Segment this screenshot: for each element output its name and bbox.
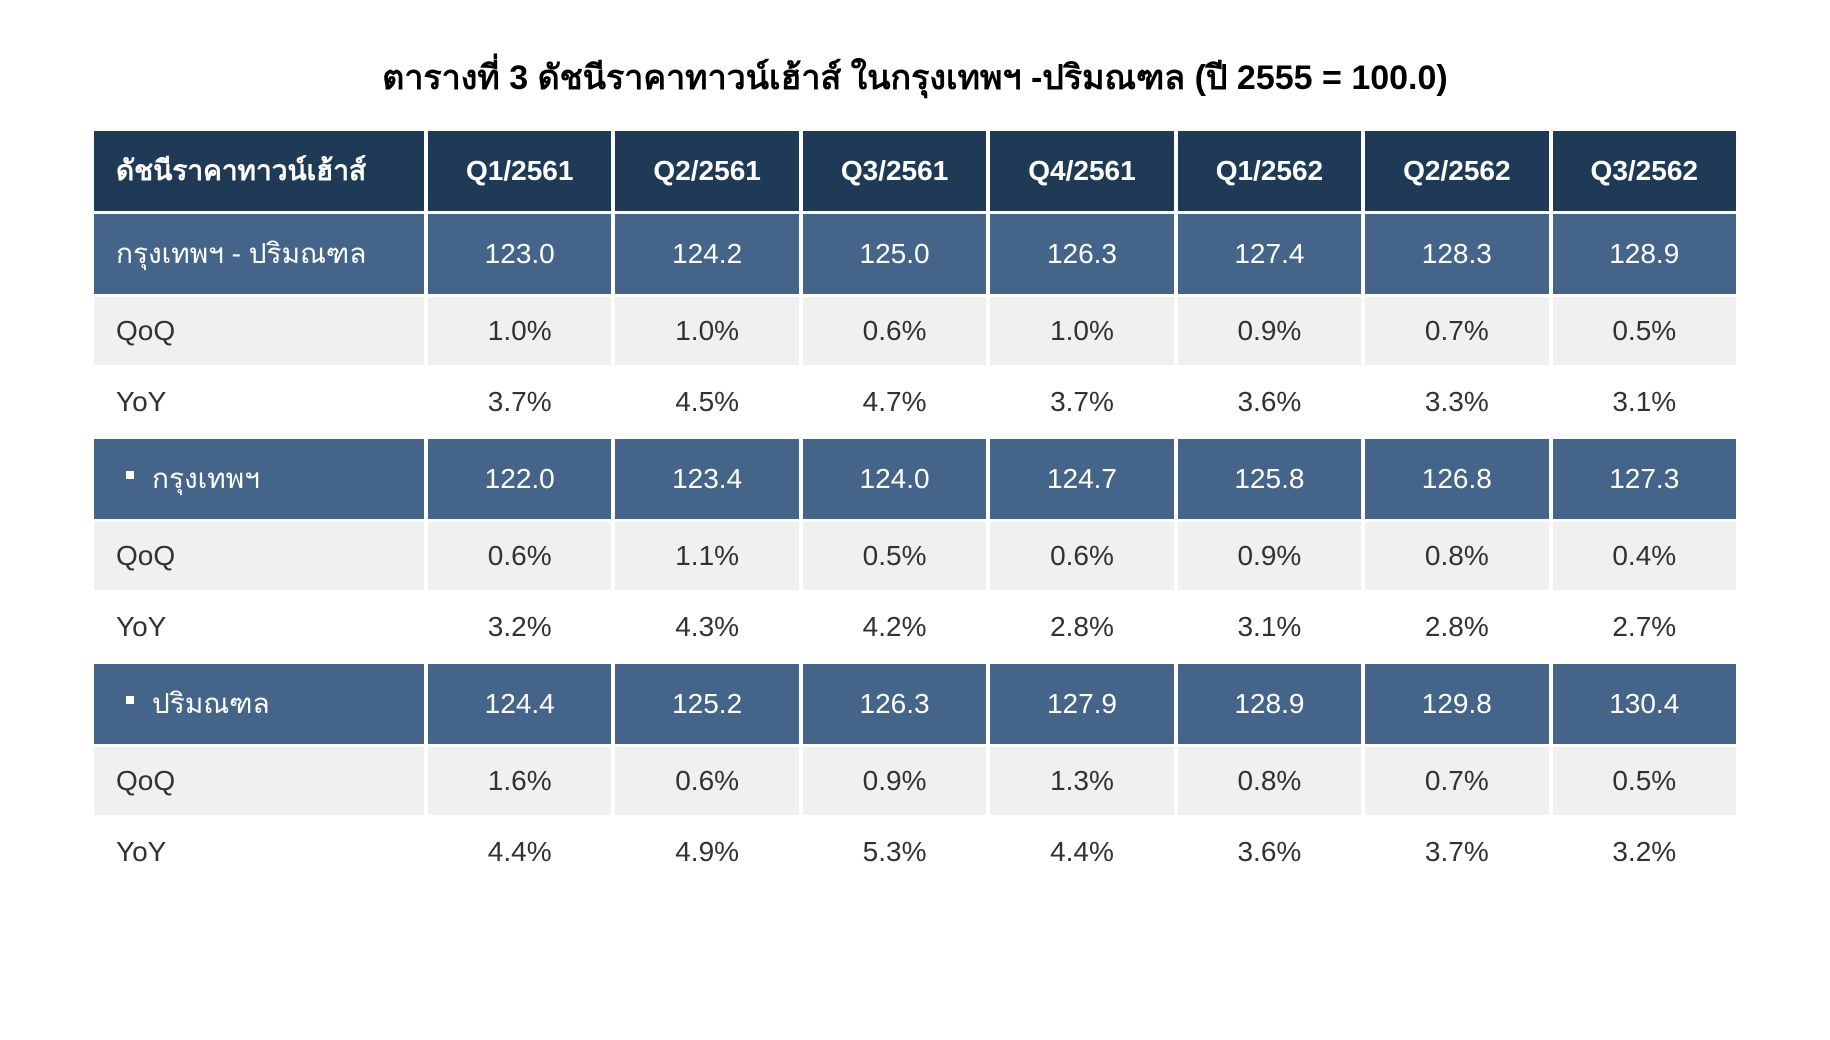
cell-value: 0.8% <box>1178 747 1361 815</box>
cell-value: 0.5% <box>803 522 986 590</box>
cell-value: 0.6% <box>428 522 611 590</box>
col-header: Q2/2561 <box>615 131 798 211</box>
col-header: Q2/2562 <box>1365 131 1548 211</box>
yoy-row: YoY3.2%4.3%4.2%2.8%3.1%2.8%2.7% <box>94 593 1736 661</box>
table-body: กรุงเทพฯ - ปริมณฑล123.0124.2125.0126.312… <box>94 214 1736 886</box>
section-value: 126.3 <box>990 214 1173 294</box>
cell-value: 1.1% <box>615 522 798 590</box>
cell-value: 4.4% <box>990 818 1173 886</box>
col-header: Q1/2562 <box>1178 131 1361 211</box>
section-value: 126.8 <box>1365 439 1548 519</box>
section-value: 124.7 <box>990 439 1173 519</box>
section-value: 125.0 <box>803 214 986 294</box>
cell-value: 0.8% <box>1365 522 1548 590</box>
cell-value: 0.4% <box>1553 522 1736 590</box>
section-value: 124.4 <box>428 664 611 744</box>
col-header: Q3/2562 <box>1553 131 1736 211</box>
cell-value: 3.2% <box>1553 818 1736 886</box>
yoy-row: YoY4.4%4.9%5.3%4.4%3.6%3.7%3.2% <box>94 818 1736 886</box>
cell-value: 4.2% <box>803 593 986 661</box>
row-label: QoQ <box>94 522 424 590</box>
cell-value: 3.1% <box>1553 368 1736 436</box>
cell-value: 2.7% <box>1553 593 1736 661</box>
cell-value: 5.3% <box>803 818 986 886</box>
section-value: 127.4 <box>1178 214 1361 294</box>
section-value: 128.9 <box>1553 214 1736 294</box>
section-label: ปริมณฑล <box>94 664 424 744</box>
section-value: 130.4 <box>1553 664 1736 744</box>
cell-value: 0.7% <box>1365 747 1548 815</box>
page-title: ตารางที่ 3 ดัชนีราคาทาวน์เฮ้าส์ ในกรุงเท… <box>90 50 1740 104</box>
cell-value: 0.6% <box>990 522 1173 590</box>
cell-value: 0.6% <box>803 297 986 365</box>
row-label: QoQ <box>94 297 424 365</box>
section-label-text: กรุงเทพฯ - ปริมณฑล <box>116 232 366 276</box>
section-label-text: กรุงเทพฯ <box>152 457 260 501</box>
section-value: 125.8 <box>1178 439 1361 519</box>
cell-value: 2.8% <box>1365 593 1548 661</box>
section-value: 122.0 <box>428 439 611 519</box>
col-header-label: ดัชนีราคาทาวน์เฮ้าส์ <box>94 131 424 211</box>
price-index-table: ดัชนีราคาทาวน์เฮ้าส์ Q1/2561 Q2/2561 Q3/… <box>90 128 1740 889</box>
section-row: ปริมณฑล 124.4125.2126.3127.9128.9129.8130… <box>94 664 1736 744</box>
cell-value: 3.6% <box>1178 368 1361 436</box>
yoy-row: YoY3.7%4.5%4.7%3.7%3.6%3.3%3.1% <box>94 368 1736 436</box>
section-label: กรุงเทพฯ - ปริมณฑล <box>94 214 424 294</box>
col-header: Q4/2561 <box>990 131 1173 211</box>
cell-value: 0.9% <box>803 747 986 815</box>
section-value: 129.8 <box>1365 664 1548 744</box>
cell-value: 0.6% <box>615 747 798 815</box>
section-value: 128.3 <box>1365 214 1548 294</box>
section-value: 124.2 <box>615 214 798 294</box>
section-label: กรุงเทพฯ <box>94 439 424 519</box>
table-header-row: ดัชนีราคาทาวน์เฮ้าส์ Q1/2561 Q2/2561 Q3/… <box>94 131 1736 211</box>
qoq-row: QoQ1.6%0.6%0.9%1.3%0.8%0.7%0.5% <box>94 747 1736 815</box>
cell-value: 1.0% <box>428 297 611 365</box>
cell-value: 3.2% <box>428 593 611 661</box>
section-row: กรุงเทพฯ 122.0123.4124.0124.7125.8126.812… <box>94 439 1736 519</box>
section-value: 127.9 <box>990 664 1173 744</box>
section-row: กรุงเทพฯ - ปริมณฑล123.0124.2125.0126.312… <box>94 214 1736 294</box>
cell-value: 0.5% <box>1553 747 1736 815</box>
row-label: YoY <box>94 368 424 436</box>
section-value: 124.0 <box>803 439 986 519</box>
cell-value: 4.9% <box>615 818 798 886</box>
bullet-icon <box>126 471 134 479</box>
section-value: 123.4 <box>615 439 798 519</box>
cell-value: 4.4% <box>428 818 611 886</box>
cell-value: 0.9% <box>1178 522 1361 590</box>
section-value: 126.3 <box>803 664 986 744</box>
cell-value: 1.0% <box>615 297 798 365</box>
col-header: Q1/2561 <box>428 131 611 211</box>
cell-value: 0.9% <box>1178 297 1361 365</box>
cell-value: 0.5% <box>1553 297 1736 365</box>
cell-value: 4.5% <box>615 368 798 436</box>
bullet-icon <box>126 696 134 704</box>
cell-value: 3.7% <box>428 368 611 436</box>
cell-value: 1.6% <box>428 747 611 815</box>
cell-value: 3.6% <box>1178 818 1361 886</box>
row-label: QoQ <box>94 747 424 815</box>
section-value: 128.9 <box>1178 664 1361 744</box>
section-value: 125.2 <box>615 664 798 744</box>
cell-value: 3.7% <box>1365 818 1548 886</box>
cell-value: 1.3% <box>990 747 1173 815</box>
qoq-row: QoQ1.0%1.0%0.6%1.0%0.9%0.7%0.5% <box>94 297 1736 365</box>
qoq-row: QoQ0.6%1.1%0.5%0.6%0.9%0.8%0.4% <box>94 522 1736 590</box>
col-header: Q3/2561 <box>803 131 986 211</box>
cell-value: 4.3% <box>615 593 798 661</box>
row-label: YoY <box>94 593 424 661</box>
cell-value: 0.7% <box>1365 297 1548 365</box>
row-label: YoY <box>94 818 424 886</box>
cell-value: 3.1% <box>1178 593 1361 661</box>
cell-value: 1.0% <box>990 297 1173 365</box>
section-value: 123.0 <box>428 214 611 294</box>
cell-value: 3.7% <box>990 368 1173 436</box>
cell-value: 2.8% <box>990 593 1173 661</box>
section-value: 127.3 <box>1553 439 1736 519</box>
cell-value: 3.3% <box>1365 368 1548 436</box>
section-label-text: ปริมณฑล <box>152 682 270 726</box>
cell-value: 4.7% <box>803 368 986 436</box>
